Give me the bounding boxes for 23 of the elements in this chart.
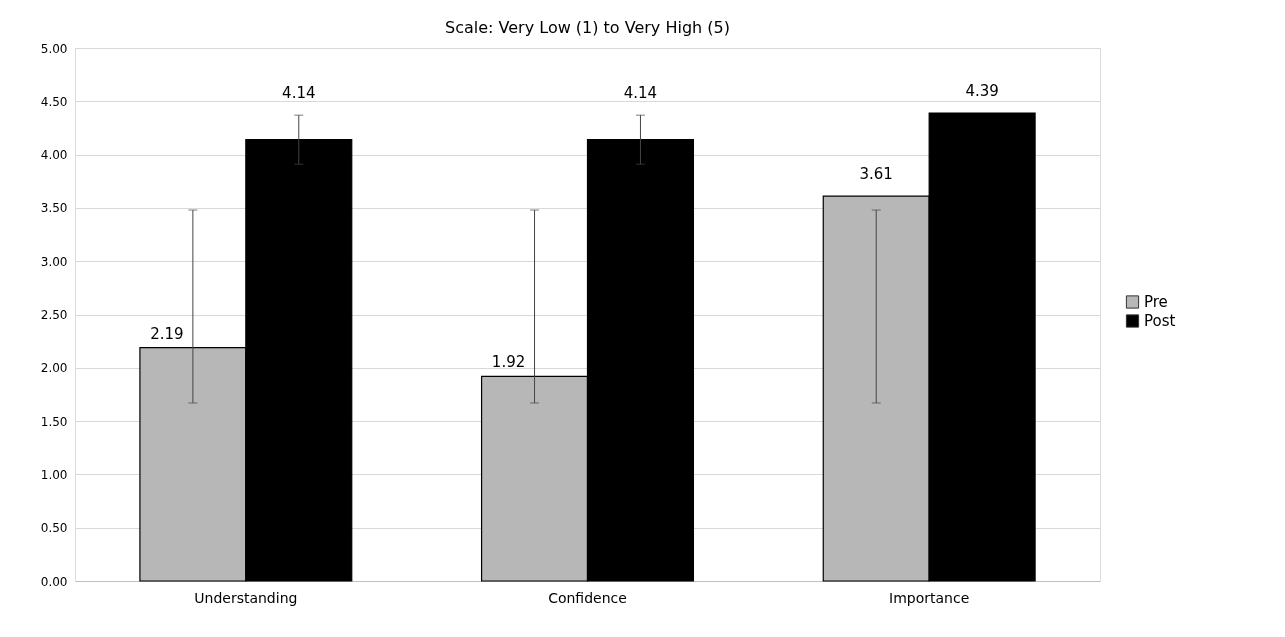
y-tick-label: 4.50 bbox=[40, 94, 68, 109]
y-tick-label: 0.50 bbox=[40, 521, 68, 536]
data-label: 3.61 bbox=[859, 165, 893, 184]
data-label: 4.39 bbox=[965, 82, 999, 101]
y-tick-label: 1.00 bbox=[40, 467, 68, 482]
data-label: 1.92 bbox=[491, 353, 526, 372]
y-tick-label: 3.00 bbox=[40, 254, 68, 269]
chart-title: Scale: Very Low (1) to Very High (5) bbox=[445, 18, 730, 37]
legend-label: Pre bbox=[1144, 293, 1168, 311]
data-label: 2.19 bbox=[150, 324, 184, 343]
legend-label: Post bbox=[1144, 312, 1176, 330]
x-tick-label: Confidence bbox=[548, 589, 627, 606]
y-tick-label: 1.50 bbox=[40, 414, 68, 429]
data-label: 4.14 bbox=[623, 84, 658, 103]
y-tick-label: 3.50 bbox=[40, 201, 68, 216]
y-tick-label: 5.00 bbox=[40, 41, 68, 56]
y-tick-label: 2.50 bbox=[40, 308, 68, 322]
x-tick-label: Importance bbox=[889, 589, 970, 606]
y-tick-label: 0.00 bbox=[40, 574, 68, 589]
x-tick-label: Understanding bbox=[194, 589, 298, 606]
data-label: 4.14 bbox=[282, 84, 316, 103]
y-tick-label: 2.00 bbox=[40, 361, 68, 376]
y-tick-label: 4.00 bbox=[40, 148, 68, 163]
